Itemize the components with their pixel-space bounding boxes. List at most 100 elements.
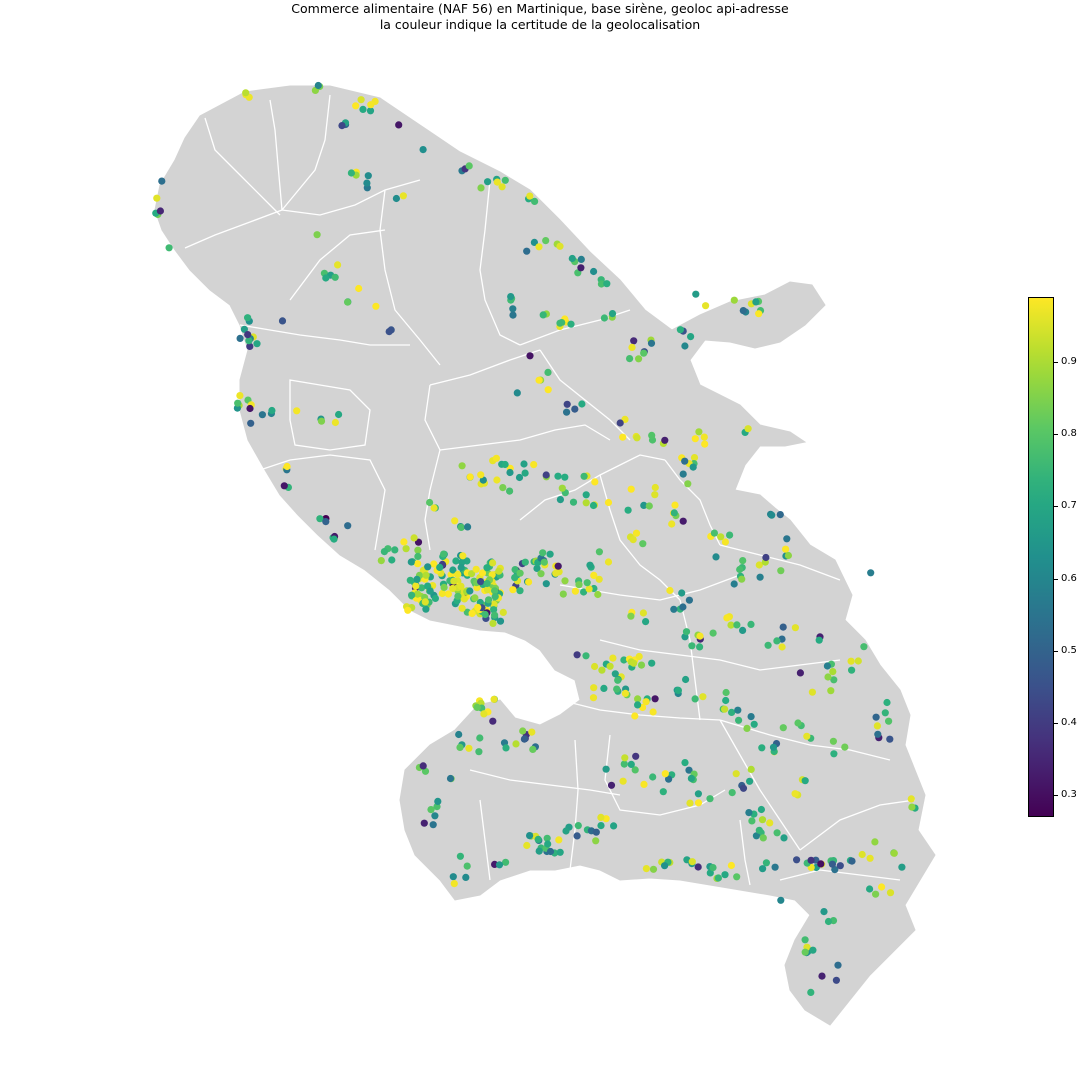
- business-point: [406, 576, 414, 584]
- business-point: [630, 337, 638, 345]
- business-point: [573, 832, 581, 840]
- business-point: [434, 797, 442, 806]
- business-point: [430, 504, 438, 512]
- business-point: [580, 472, 588, 480]
- business-point: [841, 743, 849, 751]
- business-point: [620, 656, 628, 664]
- business-point: [418, 584, 426, 592]
- business-point: [728, 708, 736, 717]
- colorbar-tick: [1054, 578, 1058, 580]
- business-point: [661, 770, 669, 778]
- business-point: [597, 822, 605, 830]
- business-point: [458, 462, 466, 470]
- business-point: [523, 841, 531, 850]
- business-point: [818, 972, 826, 980]
- business-point: [695, 428, 703, 436]
- business-point: [624, 506, 632, 514]
- commune-border: [439, 424, 611, 451]
- business-point: [694, 799, 703, 807]
- business-point: [801, 936, 809, 944]
- business-point: [745, 809, 753, 817]
- business-point: [633, 434, 641, 442]
- business-point: [871, 838, 879, 846]
- business-point: [665, 775, 673, 783]
- business-point: [686, 799, 694, 807]
- colorbar-tick-label: 0.6: [1061, 572, 1077, 584]
- business-point: [782, 545, 790, 553]
- business-point: [634, 701, 642, 709]
- business-point: [357, 96, 365, 104]
- business-point: [507, 293, 515, 301]
- business-point: [366, 107, 375, 115]
- business-point: [413, 575, 421, 584]
- business-point: [335, 410, 343, 419]
- business-point: [499, 608, 507, 617]
- business-point: [419, 762, 427, 770]
- business-point: [712, 553, 720, 561]
- business-point: [688, 642, 696, 650]
- commune-border: [184, 209, 283, 249]
- commune-border: [269, 99, 283, 211]
- business-point: [670, 509, 678, 517]
- business-point: [364, 172, 372, 180]
- business-point: [520, 460, 528, 468]
- business-point: [756, 573, 764, 581]
- business-point: [614, 676, 622, 684]
- business-point: [402, 545, 410, 553]
- business-point: [352, 102, 360, 110]
- business-point: [158, 177, 166, 185]
- business-point: [631, 712, 639, 720]
- business-point: [444, 590, 452, 598]
- business-point: [258, 411, 266, 419]
- business-point: [831, 866, 839, 874]
- business-point: [247, 419, 255, 427]
- business-point: [278, 317, 287, 325]
- business-point: [883, 698, 891, 707]
- business-point: [807, 856, 815, 864]
- business-point: [689, 463, 697, 471]
- business-point: [808, 688, 817, 696]
- business-point: [755, 561, 763, 569]
- business-point: [723, 614, 731, 622]
- commune-border: [739, 819, 751, 886]
- business-point: [872, 890, 880, 898]
- business-point: [634, 695, 642, 703]
- business-point: [886, 735, 894, 743]
- business-point: [561, 473, 569, 481]
- business-point: [563, 400, 571, 408]
- business-point: [414, 590, 422, 598]
- business-point: [696, 632, 704, 640]
- colorbar-tick-label: 0.9: [1061, 356, 1077, 367]
- business-point: [316, 515, 324, 523]
- business-point: [747, 765, 755, 774]
- colorbar: [1028, 297, 1054, 817]
- business-point: [485, 596, 493, 604]
- commune-border: [779, 869, 901, 881]
- business-point: [621, 754, 629, 762]
- business-point: [528, 728, 536, 736]
- business-point: [674, 686, 683, 695]
- business-point: [858, 850, 866, 859]
- business-point: [616, 419, 624, 427]
- colorbar-tick-label: 0.3: [1061, 789, 1077, 801]
- business-point: [554, 472, 562, 480]
- business-point: [604, 498, 613, 507]
- business-point: [535, 243, 543, 251]
- business-point: [659, 788, 667, 796]
- business-point: [556, 242, 564, 250]
- business-point: [531, 197, 539, 205]
- business-point: [687, 333, 695, 341]
- business-point: [773, 637, 781, 645]
- business-point: [783, 535, 791, 543]
- business-point: [908, 803, 916, 811]
- business-point: [651, 695, 659, 703]
- commune-border: [281, 179, 421, 216]
- business-point: [701, 440, 709, 448]
- business-point: [854, 657, 862, 665]
- business-point: [580, 588, 588, 596]
- business-point: [420, 819, 428, 827]
- business-point: [419, 146, 427, 154]
- business-point: [490, 606, 498, 614]
- business-point: [571, 405, 579, 413]
